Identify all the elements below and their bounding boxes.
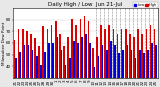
Bar: [122, 50, 124, 87]
Bar: [117, 34, 118, 87]
Bar: [76, 25, 77, 87]
Bar: [121, 29, 122, 87]
Bar: [118, 53, 120, 87]
Bar: [59, 34, 61, 87]
Bar: [84, 16, 85, 87]
Bar: [150, 25, 151, 87]
Bar: [146, 29, 147, 87]
Bar: [125, 29, 127, 87]
Bar: [106, 50, 108, 87]
Bar: [113, 29, 114, 87]
Bar: [43, 26, 44, 87]
Bar: [38, 46, 40, 87]
Bar: [102, 45, 104, 87]
Bar: [143, 53, 145, 87]
Bar: [26, 31, 28, 87]
Bar: [28, 45, 29, 87]
Bar: [14, 39, 15, 87]
Bar: [151, 43, 153, 87]
Bar: [85, 34, 87, 87]
Bar: [61, 50, 62, 87]
Bar: [69, 58, 71, 87]
Bar: [110, 41, 112, 87]
Bar: [56, 37, 58, 87]
Bar: [77, 43, 79, 87]
Legend: Low, High: Low, High: [133, 2, 158, 8]
Bar: [80, 19, 81, 87]
Bar: [92, 48, 94, 87]
Bar: [65, 65, 66, 87]
Bar: [73, 41, 75, 87]
Bar: [52, 43, 54, 87]
Bar: [98, 56, 99, 87]
Bar: [139, 50, 141, 87]
Bar: [114, 45, 116, 87]
Bar: [30, 34, 32, 87]
Bar: [19, 52, 21, 87]
Bar: [55, 21, 56, 87]
Bar: [154, 29, 156, 87]
Bar: [89, 43, 91, 87]
Bar: [34, 38, 36, 87]
Bar: [141, 34, 143, 87]
Bar: [94, 67, 95, 87]
Bar: [133, 37, 135, 87]
Title: Daily High / Low  Jun 21-Jul: Daily High / Low Jun 21-Jul: [48, 2, 123, 7]
Bar: [147, 50, 149, 87]
Bar: [36, 56, 38, 87]
Bar: [67, 37, 69, 87]
Bar: [15, 58, 17, 87]
Bar: [129, 34, 131, 87]
Bar: [135, 58, 136, 87]
Bar: [137, 29, 139, 87]
Bar: [100, 25, 102, 87]
Bar: [63, 46, 65, 87]
Bar: [44, 52, 46, 87]
Bar: [96, 37, 98, 87]
Bar: [24, 45, 25, 87]
Bar: [131, 50, 132, 87]
Bar: [108, 25, 110, 87]
Bar: [127, 45, 128, 87]
Y-axis label: Milwaukee Dew Point: Milwaukee Dew Point: [2, 21, 6, 65]
Bar: [71, 19, 73, 87]
Bar: [156, 45, 157, 87]
Bar: [88, 21, 89, 87]
Bar: [104, 29, 106, 87]
Bar: [18, 29, 19, 87]
Bar: [47, 29, 48, 87]
Bar: [22, 29, 24, 87]
Bar: [32, 50, 33, 87]
Bar: [51, 25, 52, 87]
Bar: [48, 43, 50, 87]
Bar: [40, 65, 42, 87]
Bar: [81, 37, 83, 87]
